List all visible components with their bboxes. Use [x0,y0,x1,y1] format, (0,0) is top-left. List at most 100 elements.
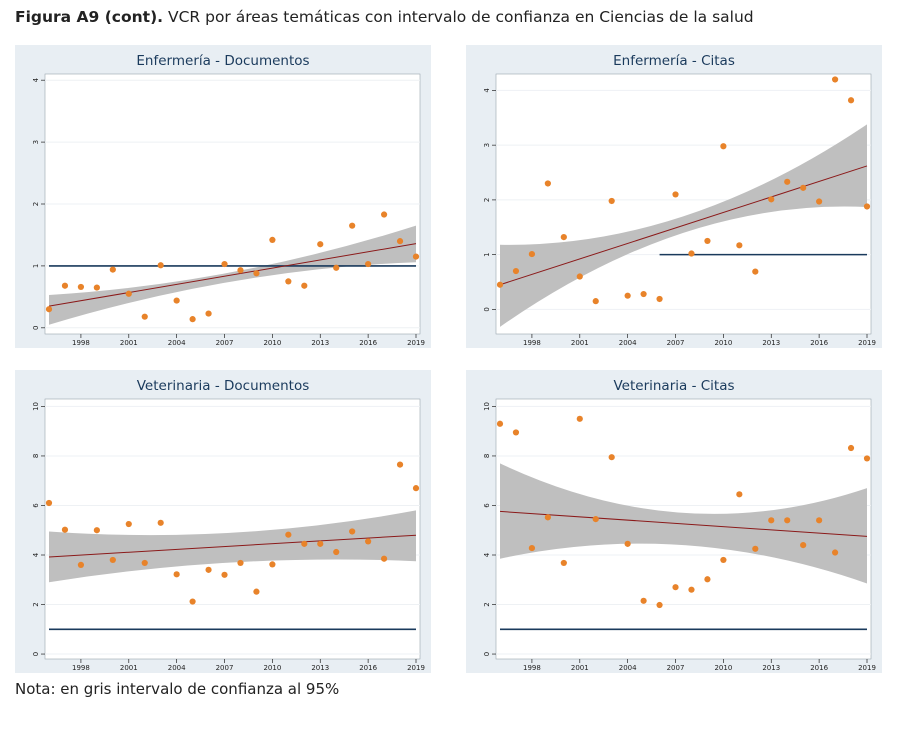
data-point [847,444,855,452]
data-point [863,203,871,210]
x-tick-label: 2016 [810,339,828,347]
x-tick-label: 1998 [523,664,541,672]
data-point [496,420,504,427]
chart-panel-veterinaria-citas: Veterinaria - Citas 0 2 4 6 8 10 1998 2001 2004 20… [466,370,882,673]
x-tick-label: 2001 [571,664,589,672]
y-tick-label: 3 [483,143,491,147]
data-point [317,241,324,248]
y-tick-label: 4 [32,552,40,557]
data-point [61,282,69,289]
chart-panel-veterinaria-documentos: Veterinaria - Documentos 0 2 4 6 8 10 1998 2001 2… [15,370,431,673]
x-tick-label: 2010 [263,664,281,672]
data-point [688,586,695,593]
y-tick-label: 10 [32,402,40,411]
data-point [688,250,695,257]
data-point [269,561,276,568]
y-tick-label: 6 [32,503,40,508]
panel-title: Enfermería - Citas [613,53,735,69]
x-tick-label: 2010 [263,339,281,347]
x-tick-label: 2007 [216,664,234,672]
x-tick-label: 2004 [168,339,186,347]
x-tick-label: 2013 [311,664,329,672]
y-tick-label: 3 [32,140,40,144]
data-point [380,211,388,218]
data-point [704,576,711,583]
data-point [528,544,536,552]
plot-layer [496,405,871,655]
data-point [768,517,775,524]
data-point [624,540,631,547]
x-tick-label: 2013 [762,339,780,347]
data-point [720,556,727,564]
data-point [656,295,663,303]
panel-title: Enfermería - Documentos [136,53,309,69]
data-point [141,559,148,567]
data-point [784,178,791,185]
data-point [800,541,807,549]
data-point [672,191,679,198]
data-point [221,571,228,578]
data-point [831,76,839,83]
data-point [544,180,551,187]
data-point [624,292,631,299]
trend-line [48,534,417,558]
x-tick-label: 2007 [216,339,234,347]
y-tick-label: 1 [32,264,40,268]
data-point [93,284,100,291]
data-point [301,282,308,289]
panel-title: Veterinaria - Documentos [137,378,309,394]
data-point [412,253,420,260]
data-point [560,234,567,241]
data-point [512,267,520,275]
y-tick-label: 10 [483,402,491,411]
data-point [576,415,583,422]
data-point [720,143,727,150]
data-point [333,548,340,556]
y-tick-label: 0 [483,652,491,656]
chart-panel-enfermeria-citas: Enfermería - Citas 0 1 2 3 4 1998 2001 2004 2007 2… [466,45,882,348]
chart-veterinaria-citas: Veterinaria - Citas 0 2 4 6 8 10 1998 2001 2004 20… [483,378,876,672]
data-point [93,527,100,534]
data-point [109,266,116,273]
data-point [576,273,583,280]
data-point [560,559,567,567]
x-tick-label: 2007 [667,339,685,347]
data-point [640,597,647,604]
chart-enfermeria-citas: Enfermería - Citas 0 1 2 3 4 1998 2001 2004 2007 2… [483,53,876,347]
data-point [752,545,759,552]
y-tick-label: 2 [32,602,40,606]
plot-layer [45,405,420,655]
data-point [301,540,308,547]
data-point [189,316,196,323]
data-point [173,571,180,578]
chart-panel-enfermeria-documentos: Enfermería - Documentos 0 1 2 3 4 1998 2001 2004… [15,45,431,348]
data-point [173,297,180,304]
data-point [205,566,212,573]
x-tick-label: 2001 [120,339,138,347]
data-point [847,97,855,104]
data-point [205,310,212,317]
data-point [349,222,356,229]
data-point [380,555,388,562]
data-point [608,454,615,461]
data-point [656,601,663,609]
data-point [253,270,260,277]
data-point [816,517,823,524]
data-point [141,313,148,320]
data-point [253,588,260,595]
chart-veterinaria-documentos: Veterinaria - Documentos 0 2 4 6 8 10 1998 2001 2… [32,378,425,672]
data-point [285,531,292,538]
chart-enfermeria-documentos: Enfermería - Documentos 0 1 2 3 4 1998 2001 2004… [32,53,425,347]
data-point [349,528,356,535]
figure-title: Figura A9 (cont). VCR por áreas temática… [15,8,754,26]
data-point [189,598,196,605]
panel-title: Veterinaria - Citas [613,378,734,394]
data-point [109,556,116,564]
data-point [237,267,244,274]
data-point [45,306,53,313]
x-tick-label: 2019 [858,664,876,672]
y-tick-label: 8 [32,454,40,458]
data-point [736,491,743,498]
y-tick-label: 4 [483,88,491,93]
data-point [512,429,520,436]
